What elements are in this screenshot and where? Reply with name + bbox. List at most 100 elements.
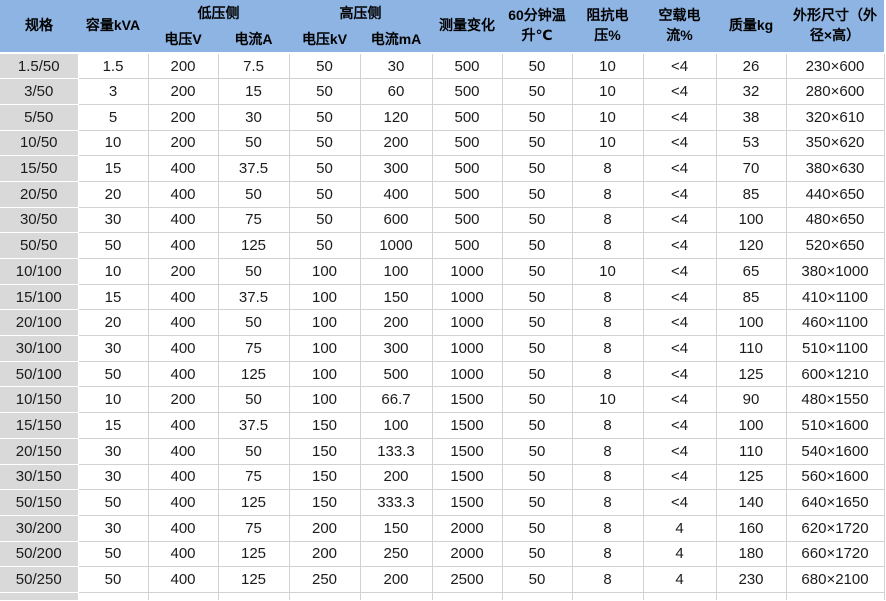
data-cell: 500 <box>432 232 503 259</box>
data-cell: 1500 <box>432 438 503 465</box>
data-cell: 37.5 <box>218 155 290 182</box>
data-cell: 500 <box>432 53 503 80</box>
data-cell: 200 <box>148 258 219 285</box>
data-cell: 8 <box>572 361 644 388</box>
data-cell: 100 <box>716 412 787 439</box>
table-row: 20/150 30 400 50 150 133.3 1500 50 8 <4 110 540×160… <box>0 438 885 465</box>
data-cell: 2000 <box>432 515 503 542</box>
table-row: 20/100 20 400 50 100 200 1000 50 8 <4 100 460×1100 <box>0 309 885 337</box>
data-cell: 1000 <box>432 335 503 362</box>
data-cell: 150 <box>289 412 361 439</box>
spec-cell: 10/150 <box>0 386 79 414</box>
data-cell: 50 <box>502 53 573 80</box>
data-cell: 480×650 <box>786 207 885 234</box>
data-cell: 100 <box>716 309 787 337</box>
data-cell: 50 <box>289 207 361 234</box>
data-cell: 30 <box>360 53 433 80</box>
data-cell: 70 <box>716 155 787 182</box>
data-cell: 250 <box>289 566 361 593</box>
data-cell: 150 <box>289 438 361 465</box>
data-cell: 20 <box>78 181 149 208</box>
spec-cell: 30/150 <box>0 464 79 491</box>
data-cell: 125 <box>218 566 290 593</box>
data-cell: 8 <box>572 284 644 311</box>
data-cell: 10 <box>572 258 644 285</box>
data-cell: 10 <box>572 104 644 131</box>
data-cell: 50 <box>502 155 573 182</box>
data-cell: 100 <box>360 258 433 285</box>
data-cell: 200 <box>289 541 361 568</box>
data-cell: 50 <box>218 130 290 157</box>
data-cell: <4 <box>643 386 717 414</box>
table-row: 30/100 30 400 75 100 300 1000 50 8 <4 110 510×1100 <box>0 335 885 362</box>
data-cell: 180 <box>716 541 787 568</box>
data-cell: 1000 <box>432 309 503 337</box>
data-cell: 50 <box>502 386 573 414</box>
data-cell: 50 <box>502 258 573 285</box>
data-cell: 8 <box>572 155 644 182</box>
data-cell: 50 <box>502 515 573 542</box>
data-cell: 8 <box>572 464 644 491</box>
data-cell: 400 <box>148 489 219 516</box>
data-cell: 200 <box>148 386 219 414</box>
data-cell: 50 <box>289 181 361 208</box>
data-cell: 10 <box>78 130 149 157</box>
table-row: 30/200 30 400 75 200 150 2000 50 8 4 160 620×1720 <box>0 515 885 542</box>
data-cell: 75 <box>218 464 290 491</box>
data-cell: 400 <box>148 541 219 568</box>
data-cell <box>432 592 503 601</box>
partial-row <box>0 592 885 601</box>
data-cell: 280×600 <box>786 78 885 105</box>
spec-cell: 10/100 <box>0 258 79 285</box>
data-cell: 15 <box>78 155 149 182</box>
data-cell: 4 <box>643 566 717 593</box>
data-cell: 400 <box>148 515 219 542</box>
col-header-low-current: 电流A <box>218 27 289 53</box>
data-cell: 5 <box>78 104 149 131</box>
data-cell: 100 <box>360 412 433 439</box>
spec-cell: 1.5/50 <box>0 53 79 80</box>
data-cell: <4 <box>643 53 717 80</box>
table-row: 15/100 15 400 37.5 100 150 1000 50 8 <4 85 410×1100 <box>0 284 885 311</box>
data-cell: 85 <box>716 284 787 311</box>
data-cell: 50 <box>502 566 573 593</box>
data-cell: <4 <box>643 258 717 285</box>
data-cell: 500 <box>432 104 503 131</box>
table-row: 15/50 15 400 37.5 50 300 500 50 8 <4 70 380×630 <box>0 155 885 182</box>
data-cell: 620×1720 <box>786 515 885 542</box>
data-cell: 50 <box>502 489 573 516</box>
spec-cell: 50/150 <box>0 489 79 516</box>
data-cell: 53 <box>716 130 787 157</box>
data-cell: 30 <box>218 104 290 131</box>
data-cell: 30 <box>78 335 149 362</box>
data-cell: 15 <box>78 284 149 311</box>
data-cell: 50 <box>502 464 573 491</box>
data-cell: 8 <box>572 412 644 439</box>
data-cell: <4 <box>643 155 717 182</box>
data-cell: 300 <box>360 155 433 182</box>
col-header-high-current: 电流mA <box>360 27 432 53</box>
data-cell: 8 <box>572 207 644 234</box>
spec-cell: 20/150 <box>0 438 79 465</box>
data-cell: 400 <box>148 284 219 311</box>
table-header: 规格 容量kVA 低压侧 高压侧 测量变化 60分钟温升℃ 阻抗电压% 空载电流… <box>0 0 884 53</box>
data-cell: 50 <box>289 104 361 131</box>
data-cell: 350×620 <box>786 130 885 157</box>
data-cell: 333.3 <box>360 489 433 516</box>
data-cell <box>502 592 573 601</box>
data-cell: 400 <box>148 207 219 234</box>
data-cell: 200 <box>360 464 433 491</box>
spec-cell: 50/250 <box>0 566 79 593</box>
table-row: 5/50 5 200 30 50 120 500 50 10 <4 38 320×610 <box>0 104 885 131</box>
col-group-high-side: 高压侧 <box>289 0 432 27</box>
data-cell: 50 <box>78 541 149 568</box>
data-cell: 380×630 <box>786 155 885 182</box>
data-cell: 100 <box>289 361 361 388</box>
data-cell: 125 <box>218 232 290 259</box>
data-cell: 400 <box>148 464 219 491</box>
data-cell: 50 <box>289 78 361 105</box>
data-cell: 8 <box>572 489 644 516</box>
data-cell: <4 <box>643 130 717 157</box>
data-cell: 50 <box>502 207 573 234</box>
